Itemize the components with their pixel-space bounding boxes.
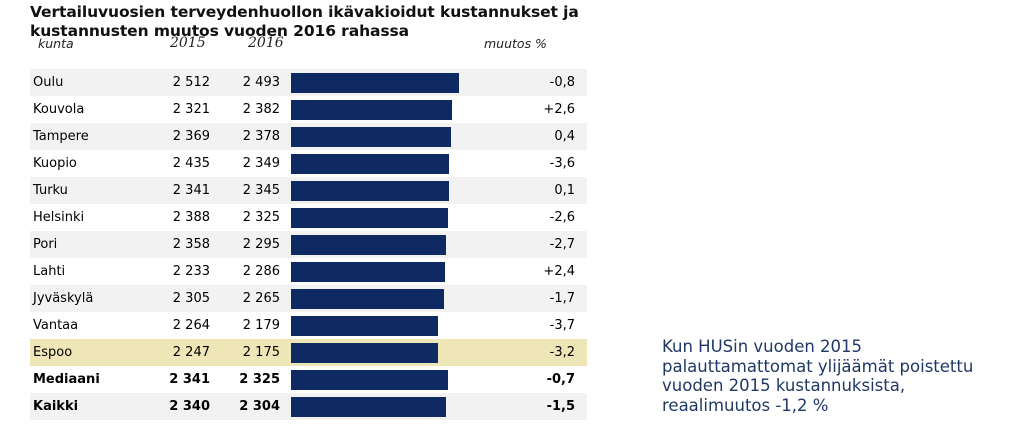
data-table: Oulu 2 512 2 493 -0,8 Kouvola 2 321 2 382 +2,6 T… (30, 69, 587, 420)
value-2015: 2 435 (172, 156, 210, 171)
header-muutos: muutos % (484, 36, 547, 51)
row-name: Jyväskylä (33, 291, 94, 306)
change-percent: -3,7 (549, 318, 575, 333)
table-row: Tampere 2 369 2 378 0,4 (30, 123, 587, 150)
table-row: Turku 2 341 2 345 0,1 (30, 177, 587, 204)
table-row: Mediaani 2 341 2 325 -0,7 (30, 366, 587, 393)
change-percent: -2,6 (549, 210, 575, 225)
change-percent: -0,8 (549, 75, 575, 90)
value-2016: 2 345 (242, 183, 280, 198)
value-2015: 2 340 (169, 399, 210, 414)
table-row: Vantaa 2 264 2 179 -3,7 (30, 312, 587, 339)
bar-2016 (291, 289, 444, 309)
header-kunta: kunta (38, 36, 74, 51)
header-2016: 2016 (248, 35, 284, 51)
value-2015: 2 247 (172, 345, 210, 360)
row-name: Vantaa (33, 318, 79, 333)
value-2016: 2 378 (242, 129, 280, 144)
row-name: Espoo (33, 345, 73, 360)
value-2016: 2 295 (242, 237, 280, 252)
change-percent: -3,6 (549, 156, 575, 171)
value-2015: 2 233 (172, 264, 210, 279)
table-row: Pori 2 358 2 295 -2,7 (30, 231, 587, 258)
bar-2016 (291, 262, 445, 282)
value-2016: 2 175 (242, 345, 280, 360)
row-name: Lahti (33, 264, 66, 279)
footnote-text: Kun HUSin vuoden 2015 palauttamattomat y… (662, 337, 1022, 415)
value-2015: 2 341 (169, 372, 210, 387)
bar-2016 (291, 208, 448, 228)
value-2016: 2 179 (242, 318, 280, 333)
row-name: Mediaani (33, 372, 100, 387)
header-2015: 2015 (170, 35, 206, 51)
bar-2016 (291, 181, 449, 201)
footnote-line-3: vuoden 2015 kustannuksista, (662, 376, 906, 395)
bar-2016 (291, 127, 451, 147)
value-2016: 2 304 (239, 399, 280, 414)
value-2016: 2 382 (242, 102, 280, 117)
footnote-line-1: Kun HUSin vuoden 2015 (662, 337, 863, 356)
row-name: Tampere (33, 129, 89, 144)
value-2015: 2 321 (172, 102, 210, 117)
row-name: Kuopio (33, 156, 77, 171)
bar-2016 (291, 316, 438, 336)
table-row: Kouvola 2 321 2 382 +2,6 (30, 96, 587, 123)
value-2015: 2 358 (172, 237, 210, 252)
table-row: Oulu 2 512 2 493 -0,8 (30, 69, 587, 96)
row-name: Kaikki (33, 399, 79, 414)
change-percent: 0,4 (554, 129, 575, 144)
change-percent: -0,7 (546, 372, 575, 387)
value-2015: 2 369 (172, 129, 210, 144)
change-percent: -1,5 (546, 399, 575, 414)
value-2015: 2 341 (172, 183, 210, 198)
value-2016: 2 493 (242, 75, 280, 90)
value-2016: 2 325 (239, 372, 280, 387)
row-name: Helsinki (33, 210, 85, 225)
row-name: Turku (33, 183, 68, 198)
value-2016: 2 325 (242, 210, 280, 225)
change-percent: +2,6 (543, 102, 575, 117)
bar-2016 (291, 73, 459, 93)
value-2015: 2 264 (172, 318, 210, 333)
bar-2016 (291, 100, 452, 120)
value-2016: 2 286 (242, 264, 280, 279)
value-2015: 2 305 (172, 291, 210, 306)
footnote-line-2: palauttamattomat ylijäämät poistettu (662, 356, 974, 376)
table-row: Kaikki 2 340 2 304 -1,5 (30, 393, 587, 420)
change-percent: 0,1 (554, 183, 575, 198)
row-name: Pori (33, 237, 58, 252)
table-row: Espoo 2 247 2 175 -3,2 (30, 339, 587, 366)
chart-title: Vertailuvuosien terveydenhuollon ikävaki… (30, 3, 579, 40)
bar-2016 (291, 397, 446, 417)
change-percent: -2,7 (549, 237, 575, 252)
bar-2016 (291, 343, 438, 363)
value-2016: 2 349 (242, 156, 280, 171)
value-2015: 2 512 (172, 75, 210, 90)
value-2016: 2 265 (242, 291, 280, 306)
table-row: Lahti 2 233 2 286 +2,4 (30, 258, 587, 285)
change-percent: -3,2 (549, 345, 575, 360)
change-percent: +2,4 (543, 264, 575, 279)
row-name: Oulu (33, 75, 64, 90)
table-row: Jyväskylä 2 305 2 265 -1,7 (30, 285, 587, 312)
table-row: Kuopio 2 435 2 349 -3,6 (30, 150, 587, 177)
table-row: Helsinki 2 388 2 325 -2,6 (30, 204, 587, 231)
footnote-line-4: reaalimuutos -1,2 % (662, 395, 829, 415)
bar-2016 (291, 370, 448, 390)
row-name: Kouvola (33, 102, 85, 117)
value-2015: 2 388 (172, 210, 210, 225)
change-percent: -1,7 (549, 291, 575, 306)
bar-2016 (291, 235, 446, 255)
bar-2016 (291, 154, 449, 174)
